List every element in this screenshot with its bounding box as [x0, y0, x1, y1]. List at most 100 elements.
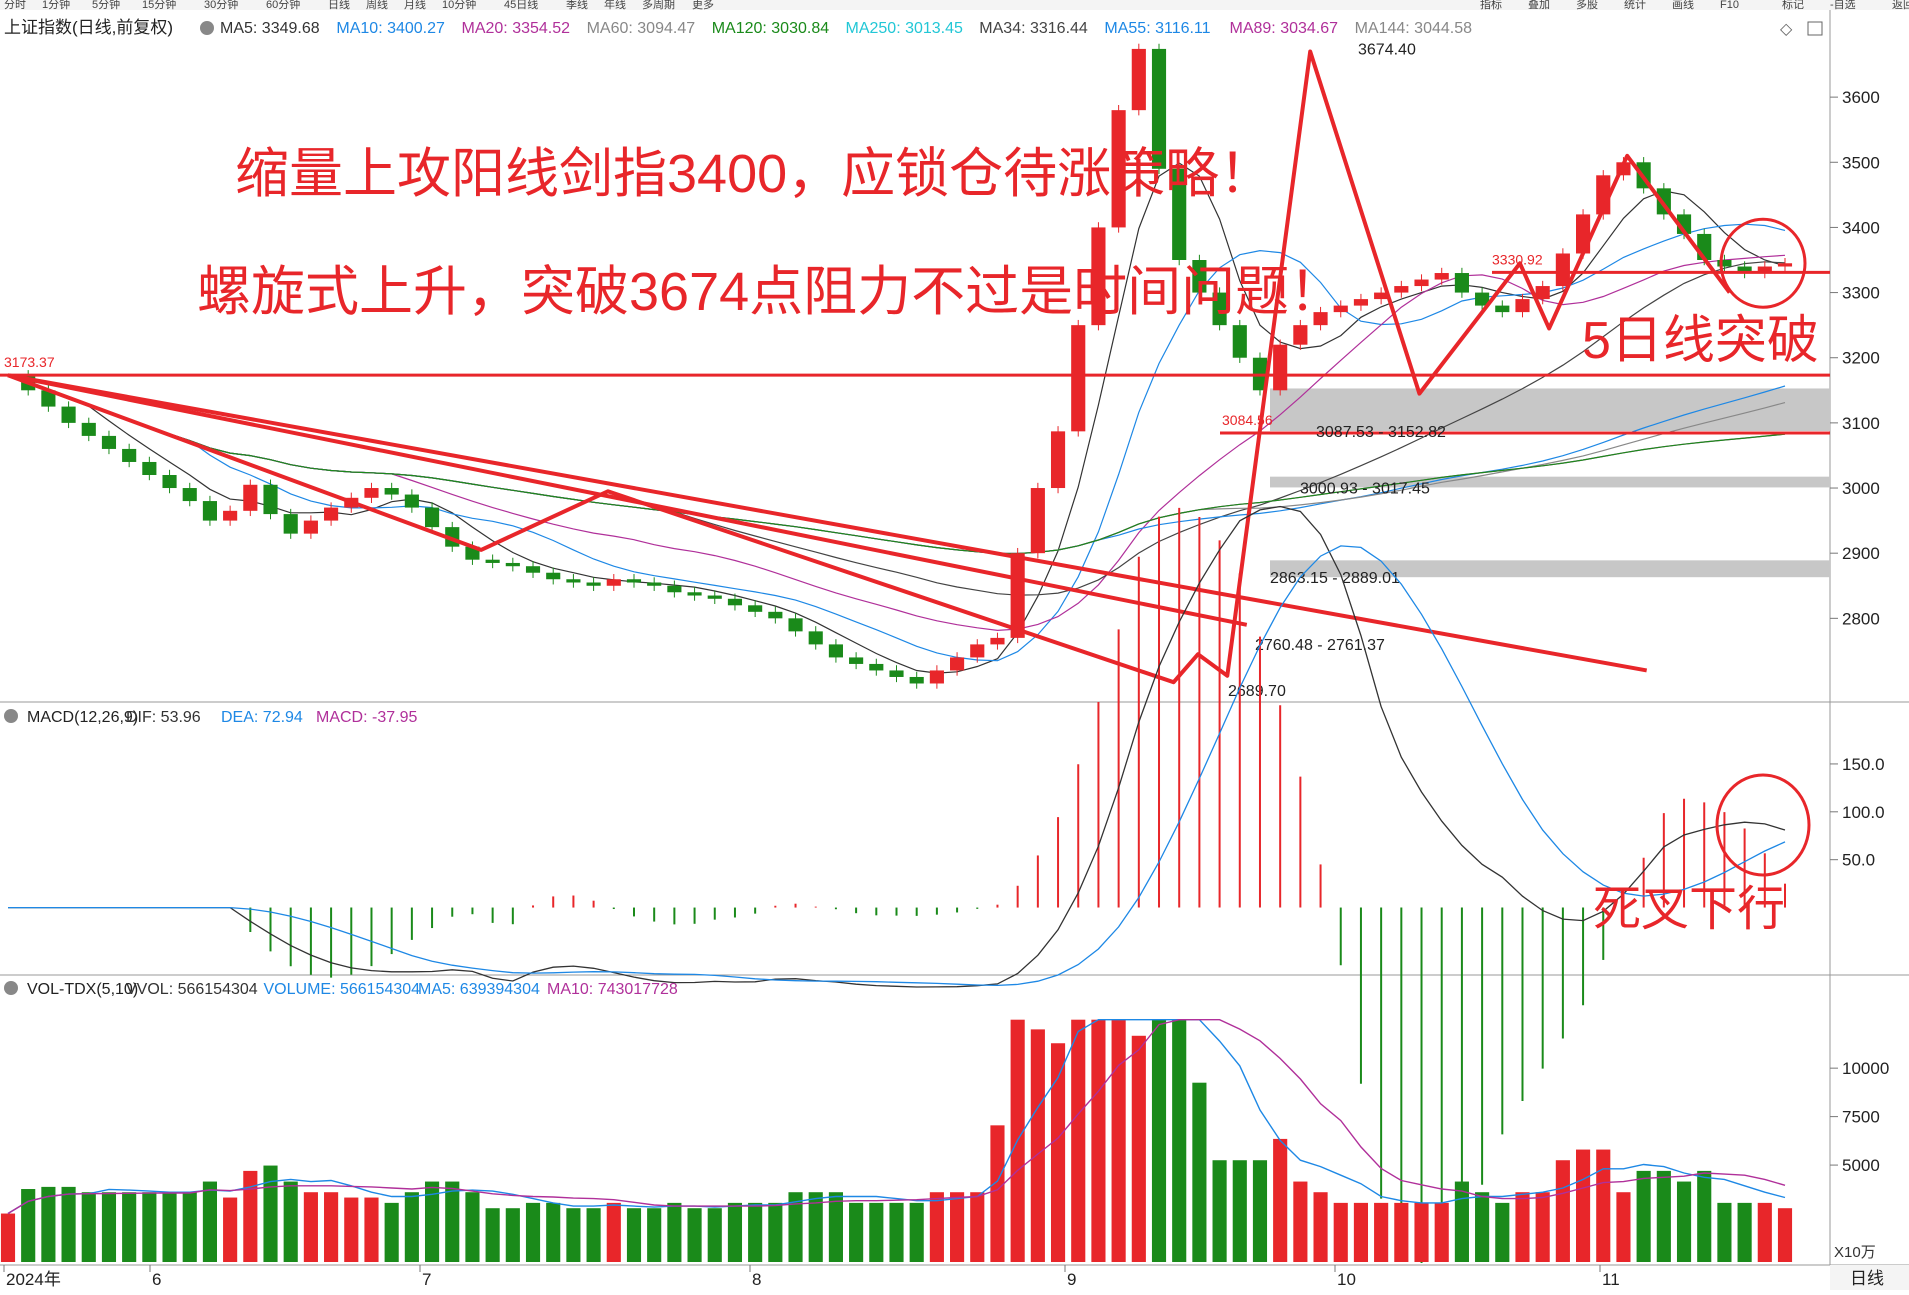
- candle-body: [1535, 286, 1550, 300]
- volume-bar: [364, 1197, 379, 1262]
- toolbar-item: 月线: [404, 0, 426, 11]
- volume-bar: [505, 1208, 520, 1262]
- candle-body: [1394, 286, 1409, 293]
- candle-body: [1374, 292, 1389, 300]
- candle-body: [1050, 431, 1066, 489]
- price-axis: 2800 2900 3000 3100 3200 3300 3400 3500 3600: [1830, 88, 1880, 628]
- volume-bar: [687, 1208, 702, 1262]
- macd-settings-icon[interactable]: [4, 709, 18, 723]
- toolbar-right-item: 画线: [1672, 0, 1694, 11]
- macd-legend-item: DEA: 72.94: [221, 709, 303, 726]
- volume-bar: [1313, 1192, 1328, 1262]
- candle-body: [849, 657, 864, 664]
- volume-tick-label: 10000: [1842, 1059, 1889, 1078]
- volume-bar: [1091, 1019, 1106, 1262]
- x-tick-label: 7: [422, 1270, 431, 1289]
- candle-body: [687, 592, 702, 596]
- volume-settings-icon[interactable]: [4, 981, 18, 995]
- volume-bar: [1273, 1138, 1288, 1262]
- volume-bar: [223, 1197, 238, 1262]
- volume-bar: [546, 1202, 561, 1262]
- candle-body: [1353, 299, 1369, 306]
- death-cross-circle: [1715, 773, 1811, 877]
- window-icon[interactable]: [1807, 21, 1823, 36]
- volume-bar: [748, 1202, 763, 1262]
- candle-body: [1495, 305, 1510, 313]
- gap-zone: [1270, 388, 1830, 432]
- toolbar-right-item: 叠加: [1528, 0, 1550, 11]
- chart-title: 上证指数(日线,前复权): [4, 18, 173, 37]
- volume-ma-line: [7, 1019, 1786, 1215]
- volume-bar: [727, 1202, 743, 1262]
- toolbar-item: 45日线: [504, 0, 538, 11]
- candle-body: [485, 559, 500, 563]
- toolbar-item: 更多: [692, 0, 714, 11]
- headline-annotation: 缩量上攻阳线剑指3400，应锁仓待涨策略！: [235, 144, 1273, 204]
- candle-body: [1030, 488, 1045, 554]
- volume-header: VOL-TDX(5,10) VVOL: 566154304 VOLUME: 566…: [4, 981, 678, 998]
- volume-bar: [1596, 1149, 1611, 1262]
- candle-body: [748, 605, 763, 612]
- toolbar-item: 季线: [566, 0, 588, 11]
- ma-legend-item: MA120: 3030.84: [712, 20, 830, 37]
- volume-legend-item: VOLUME: 566154304: [264, 981, 421, 998]
- volume-bar: [1414, 1202, 1429, 1262]
- volume-bar: [1757, 1202, 1772, 1262]
- candle-body: [1475, 292, 1490, 306]
- moving-average-lines: [7, 162, 1786, 674]
- candle-body: [61, 406, 76, 423]
- macd-label: MACD(12,26,9): [27, 709, 138, 726]
- volume-bar: [1576, 1149, 1591, 1262]
- volume-bar: [1515, 1192, 1530, 1262]
- price-annotation: 2760.48 - 2761.37: [1255, 637, 1385, 654]
- candle-body: [909, 676, 924, 684]
- volume-bar: [586, 1208, 601, 1262]
- volume-bar: [1676, 1181, 1692, 1262]
- diamond-icon[interactable]: ◇: [1780, 21, 1793, 38]
- candle-body: [1273, 344, 1288, 391]
- toolbar-right-item: 指标: [1480, 0, 1502, 11]
- volume-bar: [182, 1192, 197, 1262]
- price-tick-label: 2800: [1842, 609, 1880, 628]
- volume-bar: [1111, 1019, 1126, 1262]
- volume-bar: [1293, 1181, 1308, 1262]
- volume-bar: [1434, 1202, 1449, 1262]
- volume-bar: [1697, 1170, 1712, 1262]
- toolbar-right-item: F10: [1720, 0, 1739, 11]
- volume-bar: [1050, 1043, 1066, 1262]
- candle-body: [1010, 553, 1025, 638]
- x-tick-label: 9: [1067, 1270, 1076, 1289]
- x-tick-label: 11: [1602, 1270, 1620, 1289]
- toolbar-left[interactable]: 分时 1分钟 5分钟 15分钟 30分钟 60分钟 日线 周线 月线 10分钟 45日线 季线 年线 多周…: [4, 0, 714, 11]
- candle-body: [122, 448, 137, 462]
- candle-body: [1192, 260, 1207, 293]
- candle-body: [788, 618, 803, 632]
- volume-bar: [81, 1192, 96, 1262]
- ma-legend-item: MA250: 3013.45: [846, 20, 964, 37]
- downtrend-line: [7, 373, 1648, 673]
- candle-body: [505, 562, 520, 567]
- volume-tick-label: 5000: [1842, 1156, 1880, 1175]
- volume-bar: [41, 1186, 56, 1262]
- volume-bar: [1616, 1192, 1631, 1262]
- ma-line: [7, 374, 1786, 555]
- volume-bar: [970, 1192, 985, 1262]
- volume-bar: [202, 1181, 217, 1262]
- volume-bar: [808, 1192, 823, 1262]
- ma-legend-item: MA5: 3349.68: [220, 20, 320, 37]
- settings-icon[interactable]: [200, 21, 214, 35]
- volume-axis: 5000 7500 10000: [1830, 1059, 1889, 1175]
- x-tick-label: 10: [1337, 1270, 1356, 1289]
- candle-body: [384, 488, 399, 495]
- macd-lines: [8, 505, 1786, 988]
- volume-unit-label: X10万: [1834, 1244, 1876, 1261]
- candle-body: [1151, 48, 1167, 169]
- toolbar-item: 日线: [328, 0, 350, 11]
- volume-bar: [950, 1192, 965, 1262]
- toolbar-right[interactable]: 指标 叠加 多股 统计 画线 F10 标记 -自选 返回: [1480, 0, 1909, 11]
- key-level-label: 3173.37: [4, 354, 55, 370]
- candle-body: [828, 644, 843, 658]
- volume-bar: [1454, 1181, 1469, 1262]
- volume-bar: [344, 1197, 359, 1262]
- toolbar-item: 年线: [604, 0, 626, 11]
